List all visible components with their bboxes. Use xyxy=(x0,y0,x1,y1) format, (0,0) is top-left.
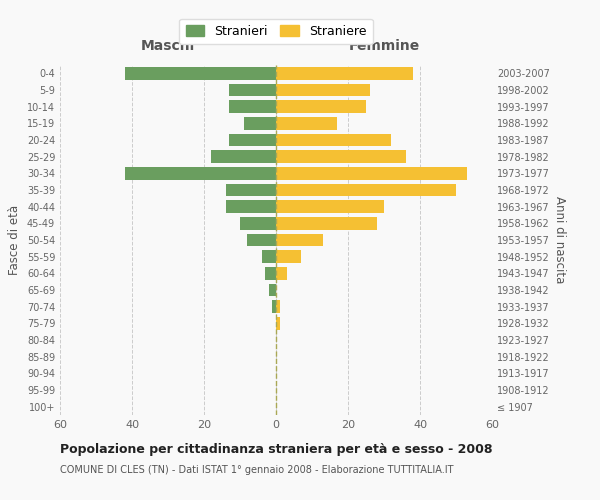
Y-axis label: Fasce di età: Fasce di età xyxy=(8,205,21,275)
Bar xyxy=(276,200,384,213)
Bar xyxy=(125,167,276,179)
Text: Popolazione per cittadinanza straniera per età e sesso - 2008: Popolazione per cittadinanza straniera p… xyxy=(60,442,493,456)
Bar xyxy=(276,117,337,130)
Bar xyxy=(244,117,276,130)
Bar xyxy=(276,150,406,163)
Bar xyxy=(276,134,391,146)
Bar xyxy=(276,100,366,113)
Bar xyxy=(240,217,276,230)
Bar xyxy=(276,234,323,246)
Bar xyxy=(229,100,276,113)
Bar xyxy=(276,217,377,230)
Bar xyxy=(125,67,276,80)
Bar xyxy=(229,84,276,96)
Bar xyxy=(276,167,467,179)
Bar xyxy=(226,200,276,213)
Bar xyxy=(276,267,287,280)
Bar xyxy=(269,284,276,296)
Y-axis label: Anni di nascita: Anni di nascita xyxy=(553,196,566,284)
Bar xyxy=(276,184,456,196)
Bar xyxy=(262,250,276,263)
Legend: Stranieri, Straniere: Stranieri, Straniere xyxy=(179,18,373,44)
Text: Femmine: Femmine xyxy=(349,40,419,54)
Bar xyxy=(276,317,280,330)
Bar xyxy=(265,267,276,280)
Bar xyxy=(247,234,276,246)
Bar xyxy=(276,300,280,313)
Bar xyxy=(229,134,276,146)
Bar xyxy=(276,84,370,96)
Bar xyxy=(272,300,276,313)
Text: COMUNE DI CLES (TN) - Dati ISTAT 1° gennaio 2008 - Elaborazione TUTTITALIA.IT: COMUNE DI CLES (TN) - Dati ISTAT 1° genn… xyxy=(60,465,454,475)
Bar xyxy=(211,150,276,163)
Bar xyxy=(276,250,301,263)
Bar xyxy=(226,184,276,196)
Bar xyxy=(276,67,413,80)
Text: Maschi: Maschi xyxy=(141,40,195,54)
